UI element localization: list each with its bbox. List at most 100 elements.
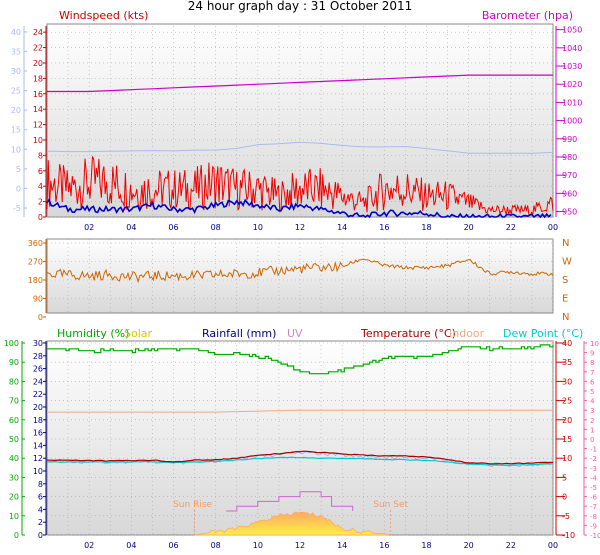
baro-axis-label: 950 [562, 208, 577, 217]
baro-axis-label: 1010 [562, 98, 582, 107]
solar-axis-label: 2 [38, 518, 43, 527]
direction-grid [47, 239, 554, 313]
x-tick-label: 04 [126, 541, 136, 550]
dir-axis-label: 360 [28, 239, 43, 248]
uv-axis-label: 9 [590, 350, 594, 358]
legend-6: Dew Point (°C) [503, 327, 583, 340]
temp-panel: Humidity (%)Solar Rainfall (mm) UV Temperat… [4, 327, 600, 550]
x-tick-label: 22 [506, 223, 516, 232]
temp-faint-line [46, 141, 554, 154]
uv-axis-label: 2 [590, 417, 594, 425]
solar-axis-label: 6 [38, 493, 43, 502]
baro-axis-label: 1040 [562, 44, 582, 53]
compass-label: N [562, 238, 569, 249]
direction-line [46, 258, 554, 284]
barometer-label: Barometer (hpa) [482, 9, 573, 22]
x-tick-label: 04 [126, 223, 136, 232]
solar-axis-label: 14 [33, 441, 43, 450]
wind-xticks: 02 04 06 08 10 12 14 16 18 20 22 00 [84, 223, 558, 232]
baro-axis-label: 980 [562, 153, 577, 162]
x-tick-label: 06 [168, 223, 178, 232]
x-tick-label: 06 [168, 541, 178, 550]
wind-axis-label: 20 [33, 59, 43, 68]
wind-axis-label: 18 [33, 74, 43, 83]
wind-axis-label: 12 [33, 121, 43, 130]
wind-axis-label: 6 [38, 167, 43, 176]
wind-panel-bg [46, 23, 554, 218]
wind-baro-panel: Windspeed (kts) Barometer (hpa) -5 0 5 10 15… [11, 9, 583, 232]
x-tick-label: 08 [211, 541, 221, 550]
direction-series [46, 258, 554, 284]
legend-0: Humidity (%) [57, 327, 129, 340]
baro-axis-label: 990 [562, 135, 577, 144]
temp-axis3-label: 15 [562, 435, 572, 444]
indoor-line [47, 409, 553, 413]
hum-axis-label: 80 [9, 377, 19, 386]
compass-label: N [562, 312, 569, 323]
hum-axis-label: 0 [14, 531, 19, 540]
temp-axis3-label: 0 [562, 493, 567, 502]
x-tick-label: 20 [464, 223, 474, 232]
wind-axis-label: 24 [33, 28, 43, 37]
x-tick-label: 14 [337, 541, 347, 550]
x-tick-label: 00 [548, 223, 558, 232]
temp-series: Sun Rise Sun Set [46, 344, 554, 536]
hum-axis-label: 60 [9, 416, 19, 425]
temp-axis-label: 0 [16, 184, 21, 193]
uv-axis-label: 4 [590, 398, 595, 406]
legend-2: Rainfall (mm) [202, 327, 276, 340]
temp-axis-label: 10 [11, 145, 21, 154]
wind-axis-label: 14 [33, 105, 43, 114]
solar-axis-label: 10 [33, 467, 43, 476]
x-tick-label: 12 [295, 223, 305, 232]
uv-line [226, 491, 354, 512]
uv-axis-label: -7 [590, 503, 597, 511]
humidity-line [47, 344, 554, 375]
x-tick-label: 14 [337, 223, 347, 232]
x-tick-label: 10 [253, 223, 263, 232]
temp-axis-label: 35 [11, 47, 21, 56]
hum-axis-label: 100 [4, 339, 19, 348]
dir-axis-label: 0 [38, 313, 43, 322]
uv-axis-label: -9 [590, 522, 597, 530]
wind-axis-label: 2 [38, 198, 43, 207]
dir-axis-label: 180 [28, 276, 43, 285]
dewpoint-line [46, 456, 553, 466]
legend-5: Indoor [449, 327, 485, 340]
solar-axis-label: 16 [33, 429, 43, 438]
solar-axis-label: 12 [33, 454, 43, 463]
temp-axis-label: 25 [11, 87, 21, 96]
uv-axis-label: 5 [590, 388, 594, 396]
wind-avg-line [46, 197, 552, 219]
solar-axis-label: 30 [33, 339, 43, 348]
solar-axis-label: 22 [33, 390, 43, 399]
legend-4: Temperature (°C) [360, 327, 456, 340]
wind-axis-label: 8 [38, 151, 43, 160]
wind-axes: -505101520253035400246810121416182022249… [11, 26, 583, 222]
temp-axes: 0102030405060708090100024681012141618202… [4, 339, 600, 540]
uv-axis-label: -8 [590, 513, 597, 521]
temp-axis3-label: 35 [562, 358, 572, 367]
hum-axis-label: 40 [9, 454, 19, 463]
temp-axis3-label: 25 [562, 397, 572, 406]
dir-axis-label: 270 [28, 258, 43, 267]
wind-axis-label: 16 [33, 90, 43, 99]
uv-axis-label: 3 [590, 407, 594, 415]
compass-label: S [562, 275, 568, 286]
hum-axis-label: 30 [9, 473, 19, 482]
uv-axis-label: -6 [590, 494, 598, 502]
baro-axis-label: 1030 [562, 62, 582, 71]
temp-axis3-label: 40 [562, 339, 572, 348]
hum-axis-label: 90 [9, 358, 19, 367]
temp-axis3-label: 20 [562, 416, 572, 425]
hum-axis-label: 10 [9, 512, 19, 521]
x-tick-label: 08 [211, 223, 221, 232]
sunset-label: Sun Set [373, 500, 408, 510]
uv-axis-label: -2 [590, 455, 597, 463]
uv-axis-label: 1 [590, 426, 594, 434]
solar-axis-label: 26 [33, 365, 43, 374]
wind-gust-line [46, 156, 554, 216]
compass-label: W [562, 257, 572, 268]
windspeed-label: Windspeed (kts) [59, 9, 148, 22]
